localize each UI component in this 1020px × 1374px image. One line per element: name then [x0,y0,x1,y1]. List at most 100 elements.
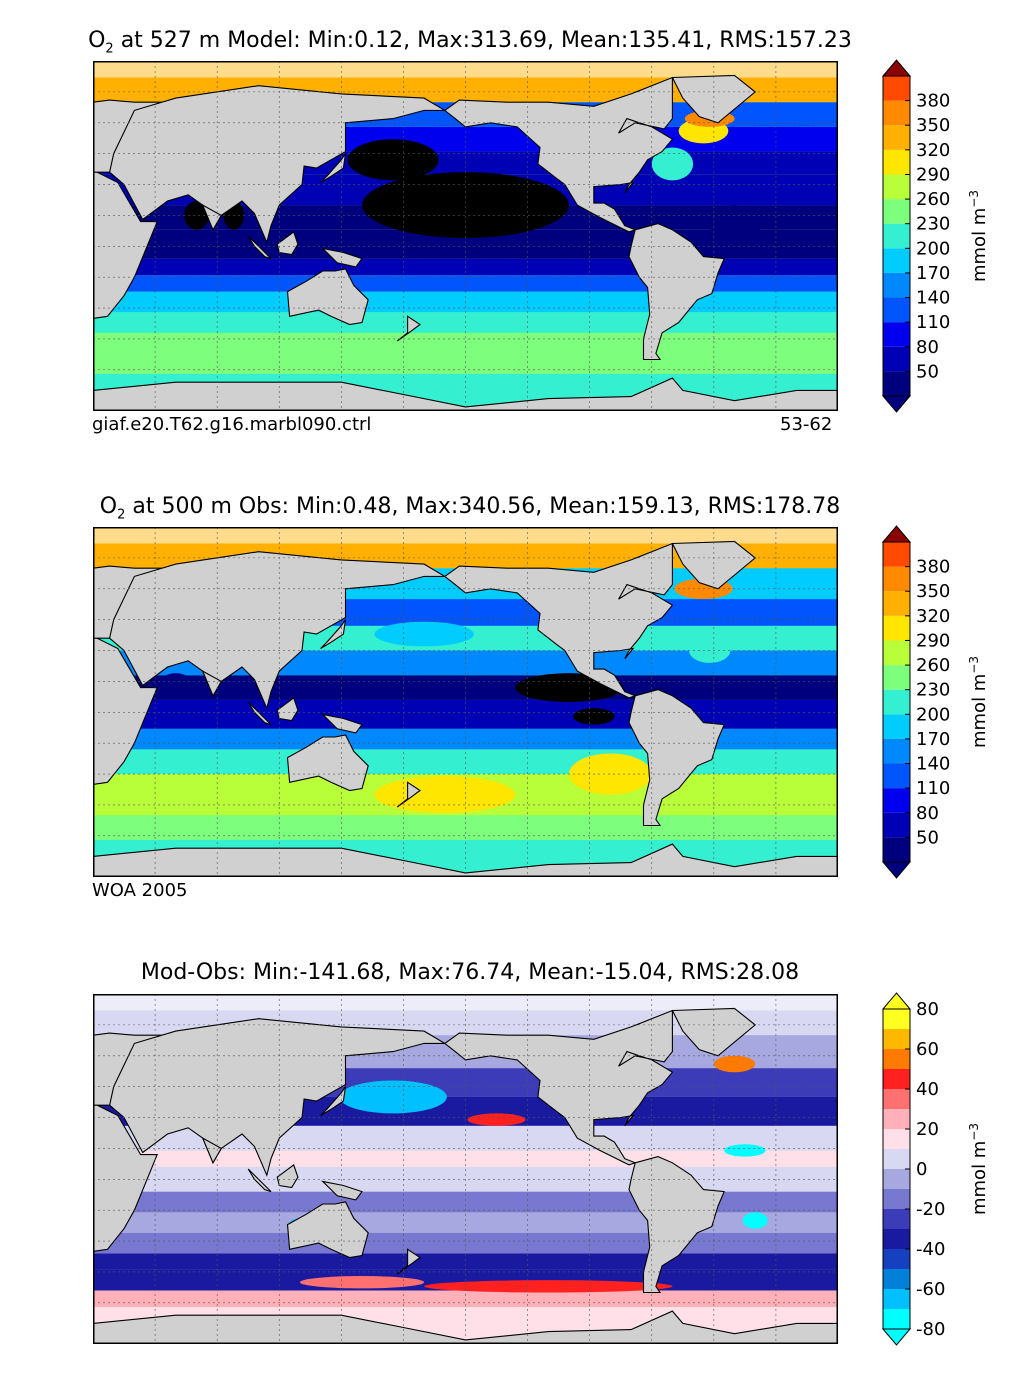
colorbar-frame [882,541,911,863]
map-panel-1 [93,61,838,411]
colorbar-segment [883,1209,910,1229]
contour-blob [724,1144,766,1157]
colorbar-tick-label: 80 [916,803,939,824]
title-var: O [99,494,118,519]
colorbar-segment [883,738,910,764]
polar-mask [93,61,838,78]
map-frame [93,61,838,411]
land-sumatra [247,1168,272,1193]
land-asia [108,85,447,244]
colorbar-segment [883,812,910,838]
colorbar-segment [883,248,910,273]
colorbar-segment [883,149,910,175]
contour-band [93,728,838,750]
land-australia [286,1201,369,1259]
colorbar-segment [883,1169,910,1189]
colorbar-segment [883,1109,910,1129]
colorbar-segment [883,566,910,592]
colorbar-tick-label: 230 [916,680,950,701]
colorbar-tick-label: 110 [916,778,950,799]
colorbar-segment [883,1189,910,1209]
colorbar-tick-label: 380 [916,557,950,578]
land-south-america [628,1156,726,1294]
panel-2-left-note: WOA 2005 [92,880,188,901]
colorbar-tick-label: 200 [916,238,950,259]
colorbar-tick-label: 140 [916,754,950,775]
contour-blob [573,708,615,725]
colorbar-panel-2: 380 350 320 290 260 230 200 170 140 110 80 50 mmol m… [881,525,990,879]
contour-blob [713,1055,756,1073]
colorbar-segment [883,1309,910,1329]
colorbar-min-arrow [881,1328,912,1346]
colorbar-tick-label: 50 [916,827,939,848]
colorbar-segment [883,1009,910,1029]
colorbar-segment [883,1149,910,1169]
land-sumatra [247,235,272,260]
colorbar-tick-label: 40 [916,1079,939,1100]
colorbar-tick-label: 320 [916,606,950,627]
colorbar-segment [883,640,910,666]
polar-mask [93,994,838,1011]
contour-blob [299,1276,425,1289]
colorbar-segment [883,76,910,101]
colorbar-panel-3: 80 60 40 20 0 -20 -40 -60 -80 mmol m−3 [881,992,990,1346]
colorbar-segment [883,615,910,641]
land-new-guinea [321,713,363,734]
colorbar-tick-label: 260 [916,655,950,676]
land-north-america [443,542,674,699]
map-frame [93,527,838,877]
land-new-zealand [396,1248,421,1275]
colorbar-tick-label: -20 [916,1199,945,1220]
land-new-zealand [396,315,421,342]
colorbar-min-arrow [881,861,912,879]
colorbar-segment [883,714,910,739]
colorbar-tick-label: 140 [916,288,950,309]
colorbar-tick-label: 200 [916,704,950,725]
colorbar-segment [883,1289,910,1309]
colorbar-tick-label: 290 [916,164,950,185]
colorbar-segment [883,788,910,813]
title-sub: 2 [117,507,126,523]
colorbar-segment [883,174,910,200]
colorbar-tick-label: 80 [916,999,939,1020]
colorbar-segment [883,1229,910,1249]
colorbar-segment [883,763,910,789]
land-japan [320,619,347,649]
colorbar-max-arrow [881,525,912,543]
colorbar-segment [883,542,910,567]
contour-band [93,332,838,354]
colorbar-tick-label: 350 [916,115,950,136]
colorbar-min-arrow [881,395,912,413]
map-frame [93,994,838,1344]
colorbar-tick-label: 50 [916,361,939,382]
colorbar-tick-label: 80 [916,337,939,358]
contour-blob [184,201,209,230]
contour-band [93,699,838,729]
panel-2-title: O2 at 500 m Obs: Min:0.48, Max:340.56, M… [0,494,940,522]
contour-blob [467,1113,526,1126]
contour-blob [227,677,249,698]
colorbar-tick-label: 230 [916,214,950,235]
colorbar-segment [883,371,910,396]
contour-blob [651,147,694,181]
colorbar-segment [883,591,910,616]
colorbar-tick-label: 170 [916,729,950,750]
colorbar-unit-label: mmol m−3 [967,190,990,282]
colorbar-segment [883,1249,910,1269]
title-var: O [88,28,106,53]
land-new-guinea [321,1180,363,1201]
polar-mask [93,527,838,544]
colorbar-segment [883,1029,910,1049]
land-new-zealand [396,781,421,808]
colorbar-tick-label: -60 [916,1279,945,1300]
colorbar-tick-label: 20 [916,1119,939,1140]
land-asia [108,1018,447,1177]
title-rest: at 527 m Model: Min:0.12, Max:313.69, Me… [113,28,852,53]
panel-1-left-note: giaf.e20.T62.g16.marbl090.ctrl [92,414,372,435]
colorbar-tick-label: -40 [916,1239,945,1260]
colorbar-segment [883,1069,910,1089]
colorbar-segment [883,346,910,372]
contour-blob [347,139,439,181]
colorbar-tick-label: 110 [916,312,950,333]
colorbar-max-arrow [881,59,912,77]
